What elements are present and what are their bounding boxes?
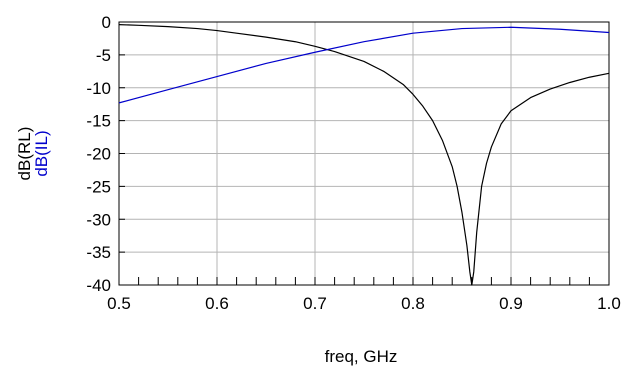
series-line-db-il: [118, 26, 610, 104]
x-tick-label: 0.8: [401, 294, 425, 313]
minor-ticks: [118, 21, 610, 286]
y-tick-label: -25: [86, 177, 111, 196]
series-lines: [118, 24, 610, 286]
x-tick-label: 0.6: [205, 294, 229, 313]
y-axis-labels: dB(RL)dB(IL): [15, 127, 51, 181]
x-tick-label: 1.0: [597, 294, 621, 313]
y-tick-label: -35: [86, 243, 111, 262]
y-tick-labels: 0 -5 -10 -15 -20 -25 -30 -35 -40: [86, 13, 111, 295]
y-tick-label: -20: [86, 145, 111, 164]
y-tick-label: -10: [86, 79, 111, 98]
plot-frame: [118, 21, 610, 286]
y-tick-label: -40: [86, 276, 111, 295]
x-tick-label: 0.9: [499, 294, 523, 313]
x-tick-labels: 0.5 0.6 0.7 0.8 0.9 1.0: [107, 294, 621, 313]
x-axis-label: freq, GHz: [325, 347, 398, 366]
y-tick-label: -30: [86, 210, 111, 229]
y-tick-label: 0: [102, 13, 111, 32]
y-tick-label: -5: [96, 46, 111, 65]
y-tick-label: -15: [86, 112, 111, 131]
y-axis-label-rl: dB(RL): [15, 127, 34, 181]
x-tick-label: 0.5: [107, 294, 131, 313]
x-tick-label: 0.7: [303, 294, 327, 313]
series-line-db-rl: [118, 24, 610, 286]
y-axis-label-il: dB(IL): [32, 130, 51, 176]
